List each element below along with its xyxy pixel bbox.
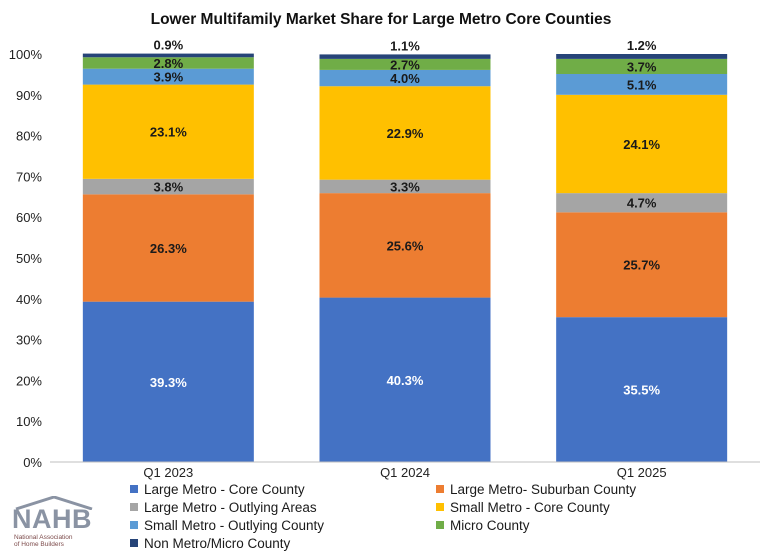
bar-segment [319,69,491,87]
bar-stack: 39.3% 26.3% 3.8% 23.1% 3.9%2.8% 0.9% [82,38,254,462]
legend-label: Small Metro - Outlying County [144,518,325,533]
y-tick-label: 30% [16,333,42,348]
y-tick-label: 100% [9,47,43,62]
legend-item: Large Metro- Suburban County [436,482,636,497]
bar-stack: 40.3% 25.6% 3.3% 22.9% 4.0%2.7% 1.1% [319,38,491,462]
bar-segment [319,193,491,298]
house-roof-icon [15,496,93,510]
data-label: 25.7% [623,258,660,273]
legend-item: Large Metro - Outlying Areas [130,500,317,515]
data-label: 3.7% [627,59,657,74]
data-label: 39.3% [150,375,187,390]
legend-item: Non Metro/Micro County [130,536,290,551]
data-label: 40.3% [387,373,424,388]
legend-swatch [130,521,138,529]
data-label: 0.9% [154,38,184,53]
legend-label: Micro County [450,518,530,533]
data-label: 26.3% [150,241,187,256]
y-tick-label: 60% [16,210,42,225]
x-tick-label: Q1 2025 [617,465,667,480]
y-tick-label: 90% [16,88,42,103]
chart-title: Lower Multifamily Market Share for Large… [151,11,612,28]
legend-swatch [130,503,138,511]
legend-label: Large Metro - Core County [144,482,305,497]
data-label: 5.1% [627,77,657,92]
chart: Lower Multifamily Market Share for Large… [9,11,760,480]
bar-segment [82,68,254,85]
legend-label: Large Metro- Suburban County [450,482,637,497]
data-label: 25.6% [387,238,424,253]
legend-item: Micro County [436,518,530,533]
logo-wordmark: NAHB [12,504,92,534]
logo-subtitle: National Association of Home Builders [14,534,73,548]
data-label: 3.3% [390,179,420,194]
y-tick-label: 40% [16,292,42,307]
bar-segment [319,179,491,194]
legend-item: Small Metro - Outlying County [130,518,324,533]
bar-segment [556,73,728,95]
bar-stack: 35.5% 25.7% 4.7% 24.1% 5.1% 3.7% 1.2% [556,38,728,462]
y-tick-label: 80% [16,129,42,144]
legend-swatch [130,539,138,547]
bar-segment [319,86,491,180]
legend-label: Small Metro - Core County [450,500,610,515]
bar-segment [556,58,728,74]
bar-segment [556,193,728,213]
data-label: 2.7% [390,57,420,72]
bar-segment [82,178,254,195]
bar-segment [82,53,254,58]
data-label: 2.8% [154,56,184,71]
data-label: 23.1% [150,125,187,140]
bar-segment [556,212,728,318]
y-tick-label: 50% [16,251,42,266]
y-tick-label: 20% [16,373,42,388]
bar-segment [556,54,728,59]
legend-item: Large Metro - Core County [130,482,305,497]
bar-segment [556,317,728,462]
legend-label: Non Metro/Micro County [144,536,291,551]
data-label: 22.9% [387,126,424,141]
data-label: 1.1% [390,38,420,53]
bar-segment [82,84,254,179]
bar-segment [556,94,728,194]
data-label: 35.5% [623,383,660,398]
y-tick-label: 70% [16,169,42,184]
y-tick-label: 0% [23,455,42,470]
bar-segment [319,58,491,70]
bars: 39.3% 26.3% 3.8% 23.1% 3.9%2.8% 0.9% 40.3% 25.6… [82,38,728,462]
legend-swatch [130,485,138,493]
bar-segment [319,54,491,59]
legend-swatch [436,503,444,511]
y-tick-label: 10% [16,414,42,429]
x-axis: Q1 2023 Q1 2024 Q1 2025 [50,461,760,480]
legend-label: Large Metro - Outlying Areas [144,500,317,515]
data-label: 24.1% [623,137,660,152]
data-label: 3.9% [154,70,184,85]
data-label: 4.7% [627,196,657,211]
data-label: 4.0% [390,71,420,86]
legend-swatch [436,485,444,493]
bar-segment [82,194,254,302]
x-tick-label: Q1 2024 [380,465,430,480]
nahb-logo: NAHB National Association of Home Builde… [8,496,108,554]
data-label: 1.2% [627,38,657,53]
data-label: 3.8% [154,180,184,195]
x-tick-label: Q1 2023 [143,465,193,480]
bar-segment [82,301,254,462]
bar-segment [319,297,491,462]
bar-segment [82,57,254,69]
y-axis: 0% 10% 20% 30% 40% 50% 60% 70% 80% 90% 100% [9,47,43,470]
legend-item: Small Metro - Core County [436,500,610,515]
legend-swatch [436,521,444,529]
